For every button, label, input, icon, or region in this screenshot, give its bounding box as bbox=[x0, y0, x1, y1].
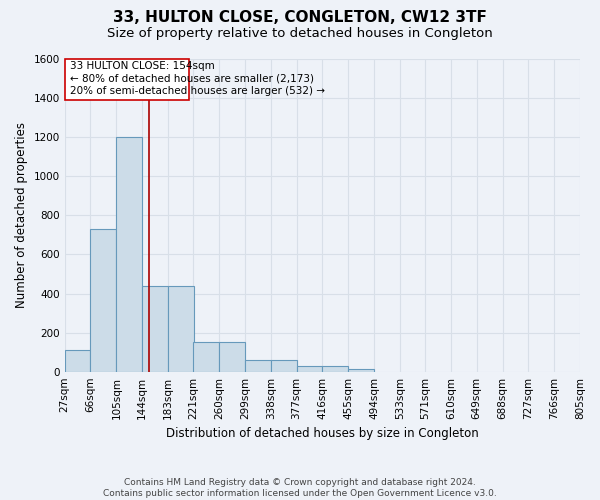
Text: 33, HULTON CLOSE, CONGLETON, CW12 3TF: 33, HULTON CLOSE, CONGLETON, CW12 3TF bbox=[113, 10, 487, 25]
Bar bbox=[348, 368, 374, 372]
Bar bbox=[168, 286, 194, 372]
Bar bbox=[193, 342, 219, 372]
FancyBboxPatch shape bbox=[65, 59, 189, 100]
Bar bbox=[116, 137, 142, 372]
Text: Contains HM Land Registry data © Crown copyright and database right 2024.
Contai: Contains HM Land Registry data © Crown c… bbox=[103, 478, 497, 498]
Text: ← 80% of detached houses are smaller (2,173): ← 80% of detached houses are smaller (2,… bbox=[70, 73, 314, 83]
Bar bbox=[271, 360, 296, 372]
Text: 33 HULTON CLOSE: 154sqm: 33 HULTON CLOSE: 154sqm bbox=[70, 60, 215, 70]
Text: 20% of semi-detached houses are larger (532) →: 20% of semi-detached houses are larger (… bbox=[70, 86, 325, 96]
X-axis label: Distribution of detached houses by size in Congleton: Distribution of detached houses by size … bbox=[166, 427, 479, 440]
Bar bbox=[142, 286, 168, 372]
Bar bbox=[219, 342, 245, 372]
Text: Size of property relative to detached houses in Congleton: Size of property relative to detached ho… bbox=[107, 28, 493, 40]
Bar bbox=[245, 360, 271, 372]
Bar bbox=[65, 350, 91, 372]
Y-axis label: Number of detached properties: Number of detached properties bbox=[15, 122, 28, 308]
Bar bbox=[296, 366, 322, 372]
Bar bbox=[91, 229, 116, 372]
Bar bbox=[322, 366, 348, 372]
